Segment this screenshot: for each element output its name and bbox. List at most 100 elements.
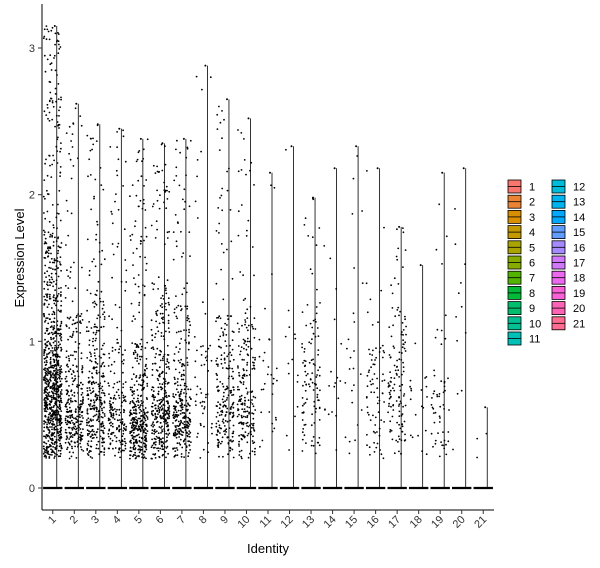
point — [244, 416, 247, 418]
point — [71, 377, 74, 379]
point-max-5 — [139, 137, 142, 140]
point — [55, 304, 57, 307]
point — [251, 323, 253, 326]
point — [240, 457, 243, 460]
point — [49, 284, 51, 286]
y-axis-title: Expression Level — [12, 208, 27, 307]
point — [365, 282, 368, 285]
point — [134, 283, 137, 286]
point — [100, 356, 102, 359]
point — [317, 441, 320, 444]
point — [201, 400, 204, 403]
point — [187, 408, 189, 411]
point — [244, 404, 246, 406]
point — [93, 404, 96, 407]
point — [51, 261, 54, 264]
point — [172, 359, 175, 362]
point — [452, 448, 454, 451]
point — [186, 319, 189, 322]
point — [138, 455, 140, 458]
point — [161, 294, 164, 297]
point — [163, 409, 166, 411]
point — [340, 342, 343, 345]
point-max-19 — [441, 171, 444, 174]
point — [179, 443, 182, 446]
point — [117, 394, 120, 397]
point — [174, 454, 177, 457]
point — [151, 374, 154, 376]
point — [124, 259, 127, 261]
point — [80, 403, 83, 405]
point — [139, 255, 142, 258]
point — [64, 431, 67, 434]
point — [60, 147, 62, 150]
point — [166, 421, 169, 424]
point — [247, 345, 250, 348]
point — [221, 420, 224, 423]
point — [89, 149, 92, 152]
point — [54, 392, 56, 395]
point — [372, 430, 375, 433]
point — [158, 441, 161, 443]
point — [132, 418, 135, 421]
point — [218, 414, 221, 417]
point — [440, 380, 443, 383]
point — [53, 353, 56, 356]
point — [167, 301, 170, 304]
point — [229, 209, 232, 211]
point — [404, 341, 407, 344]
point — [94, 265, 97, 268]
point — [187, 348, 190, 351]
point — [50, 406, 53, 409]
point — [162, 448, 165, 451]
point — [120, 450, 123, 453]
point — [182, 431, 185, 434]
point — [231, 440, 233, 443]
point — [140, 415, 142, 417]
point — [53, 325, 56, 327]
point — [55, 418, 57, 420]
point — [44, 357, 47, 360]
point — [52, 364, 55, 367]
point — [68, 394, 70, 397]
point — [188, 430, 191, 432]
point — [380, 419, 383, 421]
point — [49, 453, 51, 456]
point — [351, 389, 353, 392]
point — [52, 244, 55, 247]
point — [57, 344, 60, 347]
point — [50, 336, 52, 339]
point — [220, 354, 223, 357]
point-max-10 — [247, 117, 250, 120]
point — [155, 430, 158, 433]
point — [248, 412, 251, 415]
point — [102, 372, 104, 375]
point — [86, 419, 88, 421]
point — [237, 170, 240, 173]
point — [134, 435, 136, 438]
point — [122, 394, 125, 397]
point — [43, 447, 45, 450]
point — [143, 411, 146, 413]
point — [74, 445, 76, 448]
point — [134, 451, 137, 454]
point — [47, 440, 50, 442]
point — [44, 435, 47, 438]
point — [59, 418, 61, 421]
point — [183, 423, 186, 426]
point — [152, 203, 155, 205]
point — [160, 335, 163, 337]
point — [151, 432, 154, 435]
point — [163, 385, 166, 388]
point — [82, 402, 84, 404]
point — [48, 370, 51, 373]
points-cluster-14 — [323, 167, 343, 451]
point — [100, 416, 103, 418]
point — [142, 284, 144, 286]
point — [187, 334, 190, 337]
point — [178, 442, 181, 444]
point — [444, 337, 447, 340]
point — [180, 419, 182, 422]
point — [71, 334, 74, 337]
point — [57, 399, 60, 402]
